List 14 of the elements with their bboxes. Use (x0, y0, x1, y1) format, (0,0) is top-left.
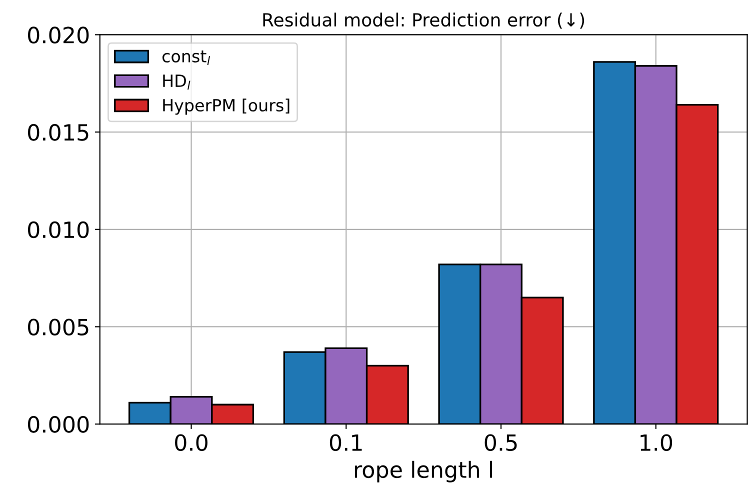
y-tick-label: 0.005 (28, 318, 88, 336)
legend-label: const$_{l}$ (162, 50, 210, 65)
legend-label: HD$_{l}$ (163, 74, 190, 90)
legend-label: HyperPM [ours] (163, 98, 290, 115)
x-tick-label: 0.0 (175, 434, 208, 452)
x-axis-title: rope length l (355, 460, 492, 482)
y-tick-label: 0.000 (28, 416, 89, 433)
x-tick-label: 0.5 (484, 434, 517, 452)
y-tick-label: 0.015 (28, 124, 88, 141)
x-tick-label: 1.0 (640, 434, 672, 452)
chart-title: Residual model: Prediction error (↓) (263, 12, 584, 29)
y-tick-label: 0.010 (28, 221, 89, 238)
y-tick-label: 0.020 (28, 26, 89, 44)
x-tick-label: 0.1 (330, 434, 362, 452)
